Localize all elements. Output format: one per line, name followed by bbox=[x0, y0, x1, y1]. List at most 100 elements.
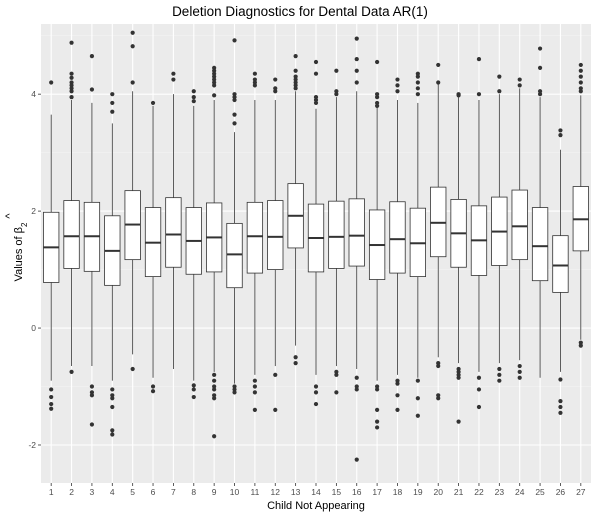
outlier-point bbox=[110, 404, 115, 410]
outlier-point bbox=[212, 77, 217, 82]
x-tick-label: 21 bbox=[454, 487, 464, 497]
outlier-point bbox=[69, 71, 74, 76]
outlier-point bbox=[293, 54, 298, 59]
outlier-point bbox=[252, 407, 257, 413]
outlier-point bbox=[110, 396, 115, 401]
outlier-point bbox=[232, 38, 237, 43]
x-tick-label: 2 bbox=[69, 487, 74, 497]
outlier-point bbox=[273, 407, 278, 413]
outlier-point bbox=[476, 404, 482, 410]
outlier-point bbox=[395, 378, 400, 383]
outlier-point bbox=[578, 74, 583, 79]
outlier-point bbox=[293, 74, 298, 79]
box-24 bbox=[511, 189, 528, 261]
outlier-point bbox=[212, 71, 217, 76]
outlier-point bbox=[436, 62, 441, 68]
outlier-point bbox=[212, 387, 217, 392]
outlier-point bbox=[497, 74, 502, 79]
outlier-point bbox=[212, 393, 217, 398]
outlier-point bbox=[252, 378, 257, 383]
outlier-point bbox=[395, 407, 400, 413]
outlier-point bbox=[375, 100, 380, 106]
outlier-point bbox=[354, 387, 359, 392]
outlier-point bbox=[49, 387, 54, 392]
outlier-point bbox=[313, 401, 319, 407]
outlier-point bbox=[69, 89, 74, 94]
outlier-point bbox=[415, 378, 420, 383]
outlier-point bbox=[130, 366, 135, 372]
outlier-point bbox=[89, 422, 95, 427]
outlier-point bbox=[497, 378, 502, 383]
x-tick-label: 6 bbox=[151, 487, 156, 497]
outlier-point bbox=[558, 377, 563, 382]
outlier-point bbox=[578, 68, 583, 73]
outlier-point bbox=[232, 121, 237, 126]
outlier-point bbox=[375, 419, 380, 424]
outlier-point bbox=[354, 68, 359, 73]
x-tick-label: 18 bbox=[393, 487, 403, 497]
outlier-point bbox=[212, 65, 217, 70]
x-tick-label: 16 bbox=[352, 487, 362, 497]
outlier-point bbox=[578, 80, 583, 85]
x-tick-label: 19 bbox=[413, 487, 423, 497]
outlier-point bbox=[456, 366, 461, 372]
outlier-point bbox=[375, 94, 380, 100]
outlier-point bbox=[212, 80, 217, 85]
outlier-point bbox=[354, 457, 359, 462]
outlier-point bbox=[212, 396, 217, 401]
outlier-point bbox=[476, 56, 482, 62]
outlier-point bbox=[313, 384, 319, 389]
outlier-point bbox=[171, 77, 176, 82]
outlier-point bbox=[415, 80, 420, 85]
y-axis-title-hat: ^ bbox=[4, 213, 16, 219]
x-tick-label: 14 bbox=[311, 487, 321, 497]
box-15 bbox=[328, 200, 345, 269]
outlier-point bbox=[415, 74, 420, 79]
outlier-point bbox=[69, 80, 74, 85]
outlier-point bbox=[232, 384, 237, 389]
outlier-point bbox=[415, 86, 420, 91]
outlier-point bbox=[313, 59, 319, 65]
y-axis-title-subscript: 2 bbox=[20, 222, 29, 227]
outlier-point bbox=[334, 372, 339, 377]
outlier-point bbox=[456, 372, 461, 377]
outlier-point bbox=[334, 89, 339, 94]
outlier-point bbox=[273, 372, 278, 377]
outlier-point bbox=[273, 89, 278, 94]
outlier-point bbox=[375, 59, 380, 65]
x-tick-label: 22 bbox=[474, 487, 484, 497]
outlier-point bbox=[252, 77, 257, 82]
y-axis-title: Values of β2 bbox=[13, 222, 29, 281]
outlier-point bbox=[415, 71, 420, 76]
outlier-point bbox=[212, 378, 217, 383]
box-26 bbox=[552, 235, 569, 293]
outlier-point bbox=[375, 103, 380, 108]
outlier-point bbox=[191, 99, 196, 104]
outlier-point bbox=[110, 100, 115, 106]
outlier-point bbox=[354, 384, 359, 389]
outlier-point bbox=[89, 390, 95, 395]
outlier-point bbox=[89, 54, 95, 59]
outlier-point bbox=[456, 419, 461, 424]
outlier-point bbox=[517, 83, 522, 88]
outlier-point bbox=[334, 369, 339, 375]
outlier-point bbox=[110, 387, 115, 392]
outlier-point bbox=[49, 406, 54, 411]
outlier-point bbox=[150, 384, 156, 389]
outlier-point bbox=[293, 86, 298, 91]
outlier-point bbox=[497, 372, 502, 377]
box-25 bbox=[531, 207, 549, 282]
outlier-point bbox=[89, 87, 95, 92]
outlier-point bbox=[395, 77, 400, 82]
outlier-point bbox=[69, 86, 74, 91]
outlier-point bbox=[334, 390, 339, 395]
chart-title: Deletion Diagnostics for Dental Data AR(… bbox=[172, 4, 428, 19]
outlier-point bbox=[191, 383, 196, 388]
outlier-point bbox=[436, 393, 441, 398]
outlier-point bbox=[436, 80, 441, 85]
outlier-point bbox=[293, 68, 298, 73]
outlier-point bbox=[69, 94, 74, 100]
box-12 bbox=[267, 200, 284, 270]
